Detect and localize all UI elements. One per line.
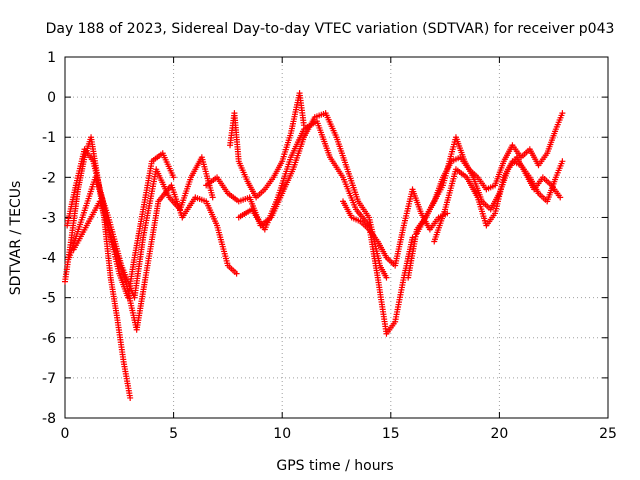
plot-frame bbox=[64, 56, 609, 419]
x-tick-label: 15 bbox=[382, 426, 400, 442]
data-points bbox=[62, 90, 566, 401]
data-point bbox=[557, 194, 564, 201]
y-tick-label: -4 bbox=[42, 251, 56, 267]
x-tick-label: 10 bbox=[273, 426, 291, 442]
y-tick-label: -5 bbox=[42, 291, 56, 307]
x-axis-label: GPS time / hours bbox=[276, 458, 393, 474]
y-tick-label: 1 bbox=[47, 50, 56, 66]
data-point bbox=[233, 270, 240, 277]
x-tick-label: 0 bbox=[61, 426, 70, 442]
data-point bbox=[209, 194, 216, 201]
y-tick-label: -2 bbox=[42, 170, 56, 186]
y-axis-label: SDTVAR / TECUs bbox=[8, 181, 24, 296]
data-point bbox=[127, 394, 134, 401]
y-tick-label: -1 bbox=[42, 130, 56, 146]
y-tick-label: -8 bbox=[42, 411, 56, 427]
y-tick-label: -3 bbox=[42, 210, 56, 226]
axis-ticks: 0 5 10 15 20 25 -8 -7 -6 -5 -4 -3 -2 -1 0 1 bbox=[42, 50, 617, 442]
data-point bbox=[559, 158, 566, 165]
y-tick-label: 0 bbox=[47, 90, 56, 106]
y-tick-label: -7 bbox=[42, 371, 56, 387]
data-point bbox=[559, 110, 566, 117]
x-tick-label: 20 bbox=[490, 426, 508, 442]
chart-title: Day 188 of 2023, Sidereal Day-to-day VTE… bbox=[46, 21, 615, 37]
y-tick-label: -6 bbox=[42, 331, 56, 347]
x-tick-label: 25 bbox=[599, 426, 617, 442]
data-point bbox=[170, 174, 177, 181]
x-tick-label: 5 bbox=[169, 426, 178, 442]
grid bbox=[65, 57, 608, 418]
data-point bbox=[383, 274, 390, 281]
